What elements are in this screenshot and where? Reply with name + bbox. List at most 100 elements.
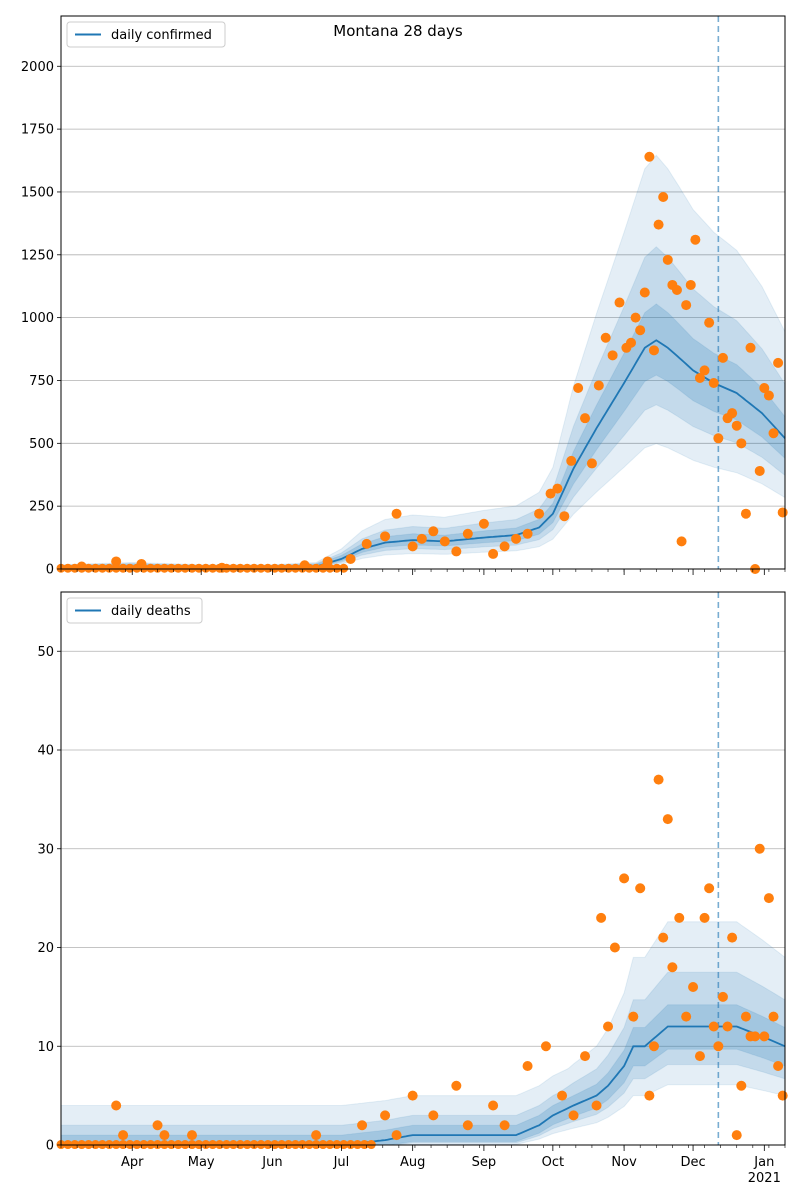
- observed-point: [648, 1041, 659, 1052]
- y-tick-label: 1500: [21, 185, 54, 200]
- observed-point: [221, 563, 231, 573]
- observed-point: [628, 1011, 639, 1022]
- observed-point: [699, 912, 710, 923]
- observed-point: [708, 377, 719, 388]
- observed-point: [763, 893, 774, 904]
- observed-point: [658, 932, 669, 943]
- observed-point: [451, 1080, 462, 1091]
- x-tick-label: Jan: [753, 1155, 774, 1170]
- observed-point: [545, 488, 556, 499]
- observed-point: [522, 528, 533, 539]
- observed-point: [132, 563, 142, 573]
- observed-point: [740, 508, 751, 519]
- observed-point: [111, 563, 121, 573]
- y-tick-label: 20: [37, 941, 54, 956]
- observed-point: [104, 563, 114, 573]
- observed-point: [428, 526, 439, 537]
- observed-point: [511, 533, 522, 544]
- observed-point: [722, 1021, 733, 1032]
- observed-point: [552, 483, 563, 494]
- observed-point: [662, 814, 673, 825]
- observed-point: [451, 546, 462, 557]
- observed-point: [380, 531, 391, 542]
- observed-point: [499, 1120, 510, 1131]
- observed-point: [580, 413, 591, 424]
- observed-point: [566, 455, 577, 466]
- observed-point: [639, 287, 650, 298]
- y-tick-label: 1750: [21, 123, 54, 138]
- x-tick-label: Oct: [542, 1155, 564, 1170]
- observed-point: [522, 1061, 533, 1071]
- observed-point: [626, 337, 637, 348]
- observed-point: [609, 942, 620, 953]
- observed-point: [671, 284, 682, 295]
- x-year-label: 2021: [748, 1171, 781, 1186]
- observed-point: [635, 883, 646, 894]
- confirmed-y-axis: 0 250 500 750 1000 1250 1500 1750 2000: [21, 60, 61, 578]
- x-tick-label: May: [188, 1155, 215, 1170]
- observed-point: [361, 538, 372, 549]
- observed-point: [600, 332, 611, 343]
- observed-point: [773, 1061, 784, 1071]
- observed-point: [681, 300, 692, 311]
- observed-point: [325, 563, 335, 573]
- chart-title: Montana 28 days: [333, 22, 463, 40]
- legend-box: [66, 21, 226, 48]
- observed-point: [462, 1120, 473, 1131]
- observed-point: [339, 563, 349, 573]
- observed-point: [713, 433, 724, 444]
- observed-point: [777, 507, 788, 518]
- observed-point: [681, 1011, 692, 1022]
- observed-point: [568, 1110, 579, 1121]
- observed-point: [648, 345, 659, 356]
- observed-point: [750, 1031, 761, 1042]
- observed-point: [97, 563, 107, 573]
- observed-point: [694, 372, 705, 383]
- observed-point: [462, 528, 473, 539]
- observed-point: [699, 365, 710, 376]
- observed-point: [407, 541, 418, 552]
- observed-point: [488, 548, 499, 559]
- y-tick-label: 1000: [21, 311, 54, 326]
- x-tick-label: Nov: [611, 1155, 637, 1170]
- observed-point: [159, 563, 169, 573]
- observed-point: [84, 563, 94, 573]
- legend-label-deaths: daily deaths: [111, 604, 191, 619]
- observed-point: [759, 383, 770, 394]
- y-tick-label: 50: [37, 645, 54, 660]
- observed-point: [717, 991, 728, 1002]
- observed-point: [304, 563, 314, 573]
- observed-point: [593, 380, 604, 391]
- observed-point: [667, 962, 678, 973]
- observed-point: [685, 279, 696, 290]
- observed-point: [391, 508, 402, 519]
- observed-point: [717, 352, 728, 363]
- deaths-y-axis: 0 10 20 30 40 50: [37, 645, 61, 1154]
- y-tick-label: 250: [29, 500, 54, 515]
- observed-point: [256, 563, 266, 573]
- observed-point: [153, 563, 163, 573]
- observed-point: [635, 325, 646, 336]
- observed-point: [228, 563, 238, 573]
- observed-point: [736, 438, 747, 449]
- observed-point: [759, 1031, 770, 1042]
- observed-point: [290, 563, 300, 573]
- observed-point: [249, 563, 259, 573]
- y-tick-label: 0: [46, 563, 54, 578]
- y-tick-label: 0: [46, 1139, 54, 1154]
- observed-point: [777, 1090, 788, 1101]
- x-tick-label: Apr: [121, 1155, 144, 1170]
- observed-point: [173, 563, 183, 573]
- confirmed-panel: 0 250 500 750 1000 1250 1500 1750 2000 Montana 2…: [21, 15, 788, 578]
- x-tick-label: Jul: [333, 1155, 350, 1170]
- observed-point: [607, 350, 618, 361]
- observed-point: [713, 1041, 724, 1052]
- observed-point: [345, 553, 356, 564]
- x-tick-label: Aug: [400, 1155, 425, 1170]
- observed-point: [614, 297, 625, 308]
- observed-point: [534, 508, 545, 519]
- legend-box: [66, 597, 203, 624]
